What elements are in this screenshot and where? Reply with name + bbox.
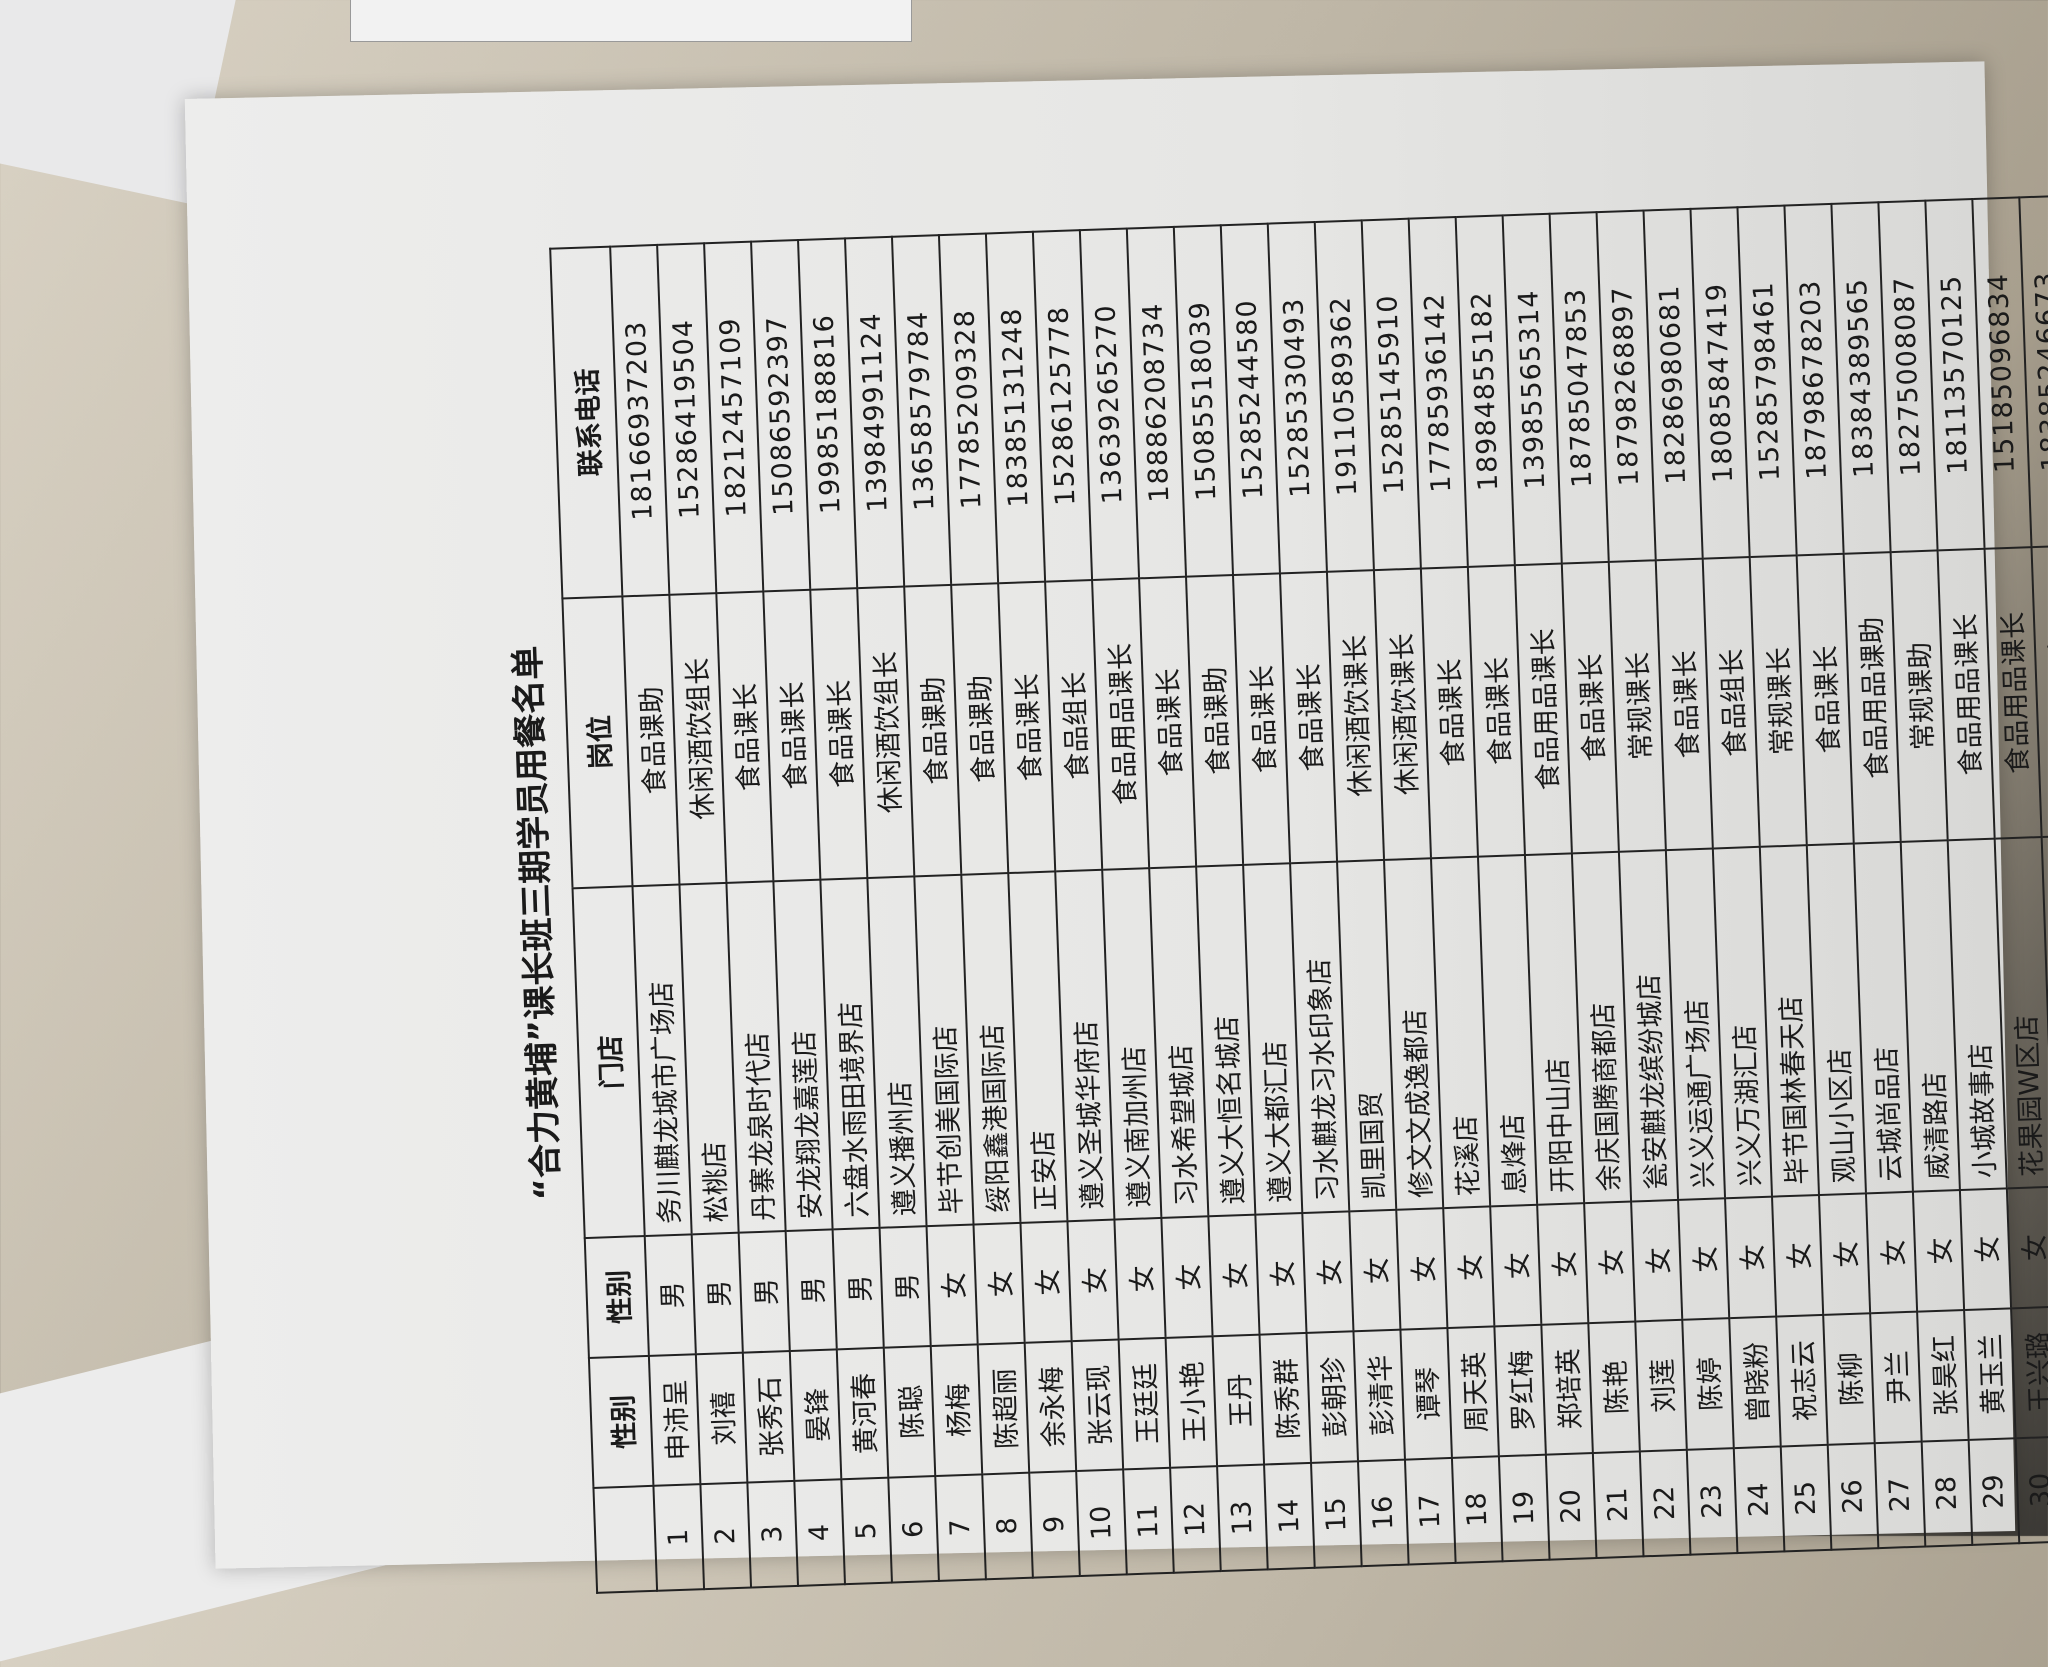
cell-gender: 女 xyxy=(1725,1196,1777,1319)
cell-gender: 男 xyxy=(785,1229,837,1352)
cell-gender: 女 xyxy=(1443,1206,1495,1329)
cell-gender: 女 xyxy=(1161,1216,1213,1338)
cell-name: 刘禧 xyxy=(695,1352,748,1485)
cell-name: 王廷廷 xyxy=(1118,1337,1171,1470)
cell-gender: 女 xyxy=(1349,1209,1401,1332)
cell-index: 16 xyxy=(1358,1459,1409,1567)
cell-index: 21 xyxy=(1592,1451,1644,1558)
cell-name: 罗红梅 xyxy=(1494,1324,1546,1457)
cell-index: 28 xyxy=(1921,1439,1973,1547)
cell-name: 曾晓粉 xyxy=(1729,1316,1781,1449)
cell-name: 陈超丽 xyxy=(977,1342,1030,1475)
cell-gender: 女 xyxy=(1396,1208,1448,1330)
cell-name: 彭朝珍 xyxy=(1306,1331,1359,1463)
cell-gender: 女 xyxy=(1959,1188,2012,1310)
cell-index: 13 xyxy=(1217,1464,1268,1572)
cell-gender: 女 xyxy=(1114,1217,1166,1340)
background-paper xyxy=(350,0,912,42)
cell-name: 尹兰 xyxy=(1870,1311,1922,1444)
cell-index: 18 xyxy=(1451,1456,1503,1563)
cell-index: 22 xyxy=(1639,1449,1691,1557)
column-header-name: 性别 xyxy=(588,1355,654,1488)
cell-index: 30 xyxy=(2015,1436,2048,1544)
column-header-position: 岗位 xyxy=(562,596,633,889)
cell-gender: 女 xyxy=(1067,1219,1119,1342)
cell-index: 12 xyxy=(1170,1466,1221,1573)
cell-gender: 女 xyxy=(926,1224,978,1347)
cell-index: 1 xyxy=(653,1484,705,1591)
cell-name: 王丹 xyxy=(1212,1334,1265,1467)
cell-index: 10 xyxy=(1076,1469,1127,1577)
cell-index: 17 xyxy=(1404,1457,1456,1565)
cell-name: 黄河春 xyxy=(836,1347,889,1480)
cell-index: 24 xyxy=(1733,1446,1785,1554)
cell-gender: 男 xyxy=(738,1231,790,1353)
paper-sheet: “合力黄埔”课长班三期学员用餐名单 性别 性别 门店 岗位 联系电话 1 申沛呈男务川麒龙… xyxy=(184,61,2048,1593)
cell-name: 张昊红 xyxy=(1917,1309,1969,1442)
cell-gender: 女 xyxy=(1490,1204,1542,1327)
cell-name: 陈婷 xyxy=(1682,1318,1734,1450)
cell-name: 王小艳 xyxy=(1165,1336,1218,1468)
cell-name: 陈艳 xyxy=(1588,1321,1640,1454)
cell-name: 祝志云 xyxy=(1776,1314,1828,1447)
cell-gender: 男 xyxy=(832,1227,884,1350)
cell-gender: 女 xyxy=(1865,1191,1918,1314)
cell-gender: 女 xyxy=(1678,1198,1730,1320)
cell-name: 陈柳 xyxy=(1823,1313,1875,1445)
cell-gender: 男 xyxy=(879,1226,931,1348)
cell-index: 6 xyxy=(888,1476,939,1583)
cell-gender: 男 xyxy=(644,1234,696,1356)
cell-gender: 女 xyxy=(1818,1193,1871,1315)
cell-index: 27 xyxy=(1874,1441,1926,1549)
cell-index: 8 xyxy=(982,1472,1033,1580)
cell-name: 谭琴 xyxy=(1400,1328,1452,1460)
cell-gender: 女 xyxy=(1020,1221,1072,1343)
cell-name: 陈聪 xyxy=(883,1346,936,1478)
cell-index: 14 xyxy=(1264,1462,1315,1570)
cell-gender: 女 xyxy=(2006,1186,2048,1309)
cell-name: 刘莲 xyxy=(1635,1319,1687,1452)
cell-name: 黄玉兰 xyxy=(1964,1308,2016,1440)
cell-name: 彭清华 xyxy=(1353,1329,1405,1462)
cell-index: 19 xyxy=(1498,1454,1550,1562)
cell-index: 20 xyxy=(1545,1453,1597,1560)
cell-index: 7 xyxy=(935,1474,986,1581)
column-header-index xyxy=(593,1485,658,1593)
cell-name: 余永梅 xyxy=(1024,1341,1077,1473)
cell-name: 王兴璐 xyxy=(2011,1306,2048,1439)
cell-index: 9 xyxy=(1029,1471,1080,1578)
cell-name: 申沛呈 xyxy=(648,1354,701,1486)
cell-name: 郑培英 xyxy=(1541,1323,1593,1455)
cell-gender: 女 xyxy=(1912,1190,1965,1312)
cell-index: 25 xyxy=(1780,1444,1832,1552)
cell-name: 周天英 xyxy=(1447,1326,1499,1458)
cell-gender: 女 xyxy=(1631,1199,1683,1322)
cell-gender: 女 xyxy=(973,1222,1025,1345)
cell-index: 15 xyxy=(1311,1461,1362,1568)
cell-name: 杨梅 xyxy=(930,1344,983,1477)
cell-gender: 女 xyxy=(1584,1201,1636,1324)
cell-gender: 女 xyxy=(1772,1194,1824,1317)
cell-name: 张秀石 xyxy=(742,1351,795,1483)
meal-list-document: “合力黄埔”课长班三期学员用餐名单 性别 性别 门店 岗位 联系电话 1 申沛呈男务川麒龙… xyxy=(479,194,2048,1597)
cell-gender: 女 xyxy=(1255,1213,1307,1335)
cell-name: 张云现 xyxy=(1071,1339,1124,1472)
cell-name: 晏锋 xyxy=(789,1349,842,1481)
cell-name: 陈秀群 xyxy=(1259,1332,1312,1465)
attendee-table: 性别 性别 门店 岗位 联系电话 1 申沛呈男务川麒龙城市广场店 食品课助 181669372… xyxy=(549,191,2048,1593)
cell-index: 5 xyxy=(841,1477,892,1585)
cell-index: 11 xyxy=(1123,1467,1174,1575)
cell-index: 3 xyxy=(747,1480,799,1588)
cell-gender: 女 xyxy=(1208,1214,1260,1337)
cell-index: 23 xyxy=(1686,1448,1738,1555)
cell-gender: 女 xyxy=(1537,1203,1589,1325)
cell-index: 26 xyxy=(1827,1443,1879,1550)
cell-index: 29 xyxy=(1968,1438,2020,1545)
column-header-gender: 性别 xyxy=(584,1235,649,1359)
cell-index: 4 xyxy=(794,1479,845,1586)
cell-gender: 女 xyxy=(1302,1211,1354,1333)
cell-gender: 男 xyxy=(691,1232,743,1355)
